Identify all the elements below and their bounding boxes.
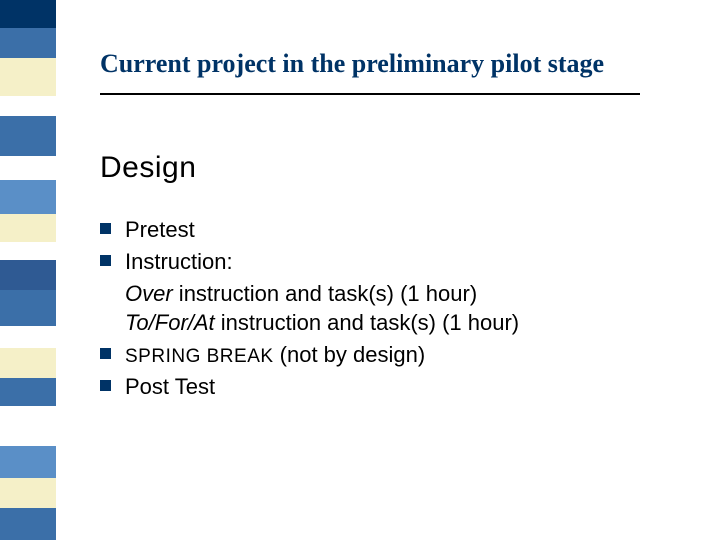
bullet-square-icon bbox=[100, 380, 111, 391]
list-item: Post Test bbox=[100, 372, 680, 402]
sidebar-block bbox=[0, 116, 56, 156]
subitem-rest: instruction and task(s) (1 hour) bbox=[173, 281, 477, 306]
sidebar-block bbox=[0, 446, 56, 478]
spring-break-text: SPRING BREAK bbox=[125, 346, 274, 367]
list-item-text: Post Test bbox=[125, 372, 215, 402]
sidebar-block bbox=[0, 28, 56, 58]
sidebar-block bbox=[0, 214, 56, 242]
sidebar-block bbox=[0, 326, 56, 348]
list-item: Instruction: bbox=[100, 247, 680, 277]
sidebar-block bbox=[0, 242, 56, 260]
subitem-rest: instruction and task(s) (1 hour) bbox=[215, 310, 519, 335]
sidebar-block bbox=[0, 348, 56, 378]
italic-term: Over bbox=[125, 281, 173, 306]
sidebar-block bbox=[0, 156, 56, 180]
list-item: SPRING BREAK (not by design) bbox=[100, 340, 680, 370]
slide-title: Current project in the preliminary pilot… bbox=[100, 48, 680, 79]
sidebar-block bbox=[0, 406, 56, 446]
list-item-text: Pretest bbox=[125, 215, 195, 245]
spring-break-rest: (not by design) bbox=[274, 342, 426, 367]
sidebar-block bbox=[0, 478, 56, 508]
sidebar-block bbox=[0, 58, 56, 96]
list-subitem: Over instruction and task(s) (1 hour) bbox=[125, 279, 680, 309]
bullet-square-icon bbox=[100, 348, 111, 359]
bullet-square-icon bbox=[100, 223, 111, 234]
sidebar-block bbox=[0, 508, 56, 540]
list-item-text: SPRING BREAK (not by design) bbox=[125, 340, 425, 370]
sidebar-block bbox=[0, 378, 56, 406]
sidebar-block bbox=[0, 260, 56, 290]
bullet-list: Pretest Instruction: Over instruction an… bbox=[100, 215, 680, 401]
italic-term: To/For/At bbox=[125, 310, 215, 335]
list-item: Pretest bbox=[100, 215, 680, 245]
sidebar-block bbox=[0, 290, 56, 326]
sidebar-block bbox=[0, 96, 56, 116]
slide-content: Current project in the preliminary pilot… bbox=[100, 48, 680, 403]
bullet-square-icon bbox=[100, 255, 111, 266]
sidebar-block bbox=[0, 0, 56, 28]
slide-subtitle: Design bbox=[100, 151, 680, 185]
list-subitem: To/For/At instruction and task(s) (1 hou… bbox=[125, 308, 680, 338]
sidebar-block bbox=[0, 180, 56, 214]
list-item-text: Instruction: bbox=[125, 247, 233, 277]
title-rule bbox=[100, 93, 640, 95]
decorative-sidebar bbox=[0, 0, 56, 540]
